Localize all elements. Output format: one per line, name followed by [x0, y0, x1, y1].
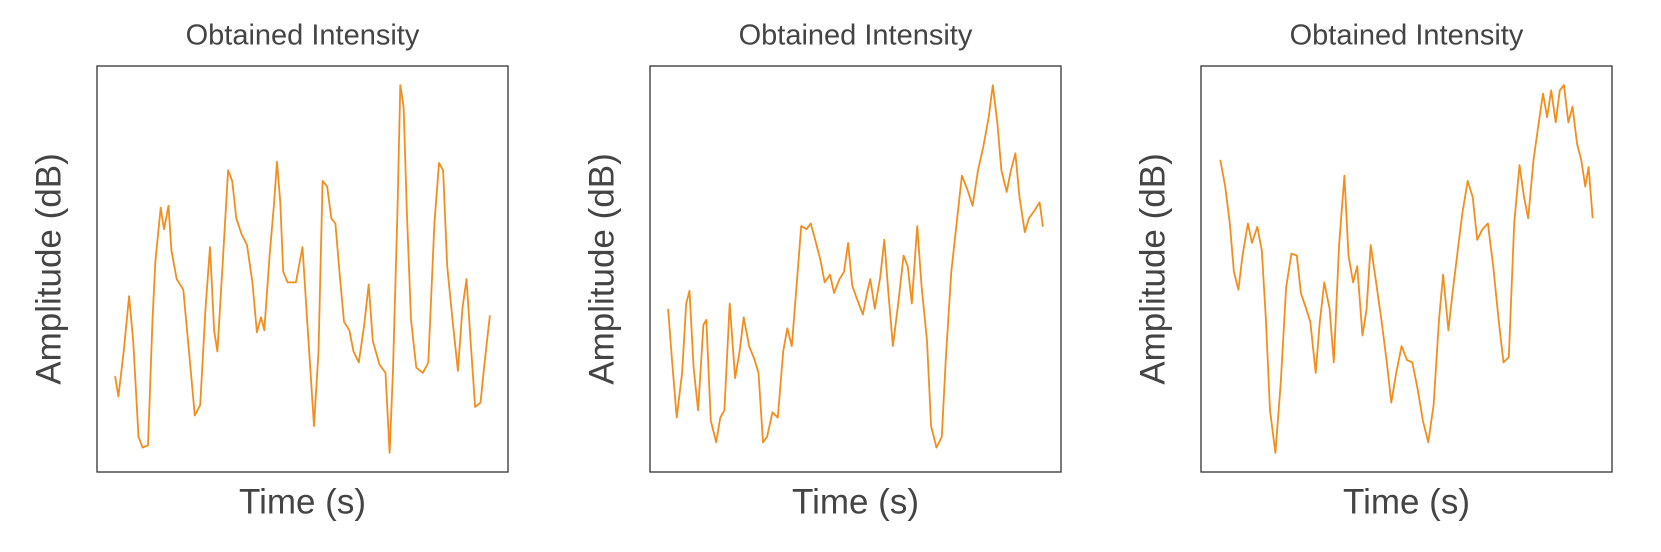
plot-frame [649, 65, 1062, 473]
y-axis-label: Amplitude (dB) [582, 153, 621, 384]
y-axis-label: Amplitude (dB) [1133, 153, 1172, 384]
data-line [114, 84, 491, 454]
x-axis-label: Time (s) [792, 482, 919, 521]
x-axis-label: Time (s) [1343, 482, 1470, 521]
chart-title: Obtained Intensity [186, 20, 420, 52]
chart-title: Obtained Intensity [1290, 20, 1524, 52]
y-axis-label: Amplitude (dB) [29, 153, 68, 384]
data-line [667, 84, 1044, 449]
plot-frame [1200, 65, 1613, 473]
data-line [1219, 84, 1594, 454]
chart-title: Obtained Intensity [739, 20, 973, 52]
plot-frame [96, 65, 509, 473]
x-axis-label: Time (s) [239, 482, 366, 521]
